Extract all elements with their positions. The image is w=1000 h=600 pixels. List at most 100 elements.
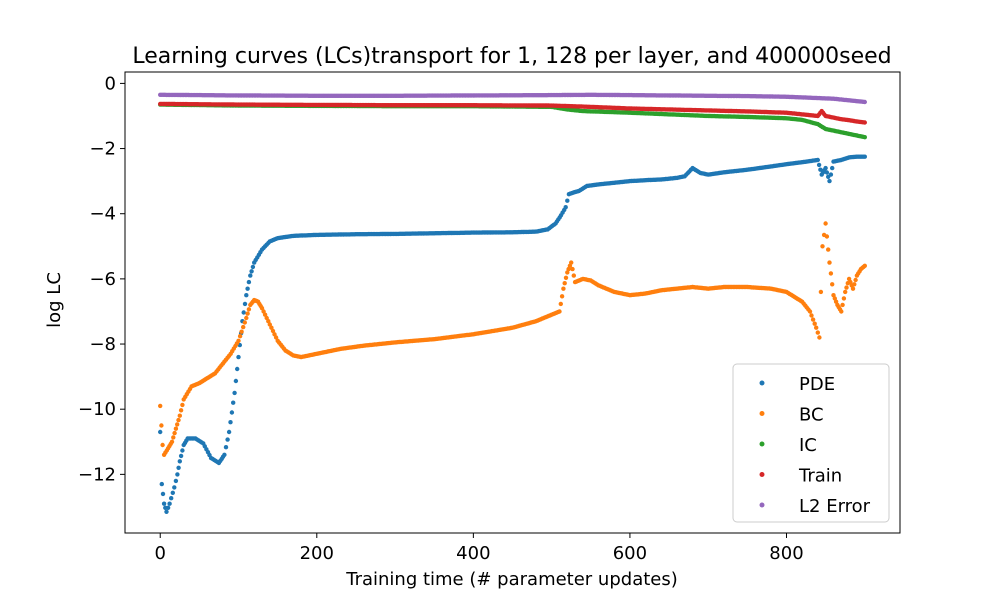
- data-point: [557, 309, 562, 314]
- data-point: [167, 501, 172, 506]
- x-axis-label: Training time (# parameter updates): [345, 569, 678, 590]
- legend: PDE BC IC Train L2 Error: [732, 363, 890, 523]
- data-point: [244, 293, 249, 298]
- data-point: [862, 154, 867, 159]
- data-point: [236, 338, 241, 343]
- plot-frame: [124, 71, 901, 534]
- data-point: [817, 335, 822, 340]
- data-point: [242, 301, 248, 307]
- series-pde: [158, 154, 867, 514]
- data-point: [237, 334, 243, 339]
- data-point: [862, 263, 867, 268]
- data-point: [840, 302, 845, 308]
- data-point: [565, 270, 570, 275]
- legend-label: Train: [798, 466, 842, 487]
- chart-title: Learning curves (LCs)transport for 1, 12…: [132, 44, 891, 69]
- data-point: [270, 328, 276, 334]
- data-point: [173, 478, 179, 484]
- legend-marker: [759, 380, 765, 386]
- data-point: [828, 271, 834, 276]
- data-point: [158, 403, 163, 409]
- data-point: [823, 221, 828, 226]
- data-point: [830, 165, 835, 171]
- data-point: [561, 286, 566, 291]
- data-point: [850, 286, 856, 291]
- data-point: [170, 490, 175, 495]
- data-point: [815, 157, 820, 163]
- data-point: [180, 448, 185, 453]
- data-point: [244, 315, 249, 321]
- data-point: [266, 319, 271, 324]
- y-tick-label: −12: [78, 464, 116, 485]
- data-point: [231, 400, 236, 405]
- data-point: [559, 294, 565, 299]
- legend-marker: [759, 411, 765, 416]
- data-point: [159, 481, 164, 487]
- data-point: [165, 505, 171, 510]
- data-point: [236, 354, 241, 360]
- data-point: [558, 301, 563, 307]
- data-point: [824, 234, 830, 239]
- data-point: [246, 307, 252, 312]
- data-point: [571, 273, 576, 278]
- x-tick-label: 600: [613, 543, 647, 564]
- data-point: [259, 306, 265, 311]
- data-point: [566, 266, 571, 272]
- data-point: [232, 390, 237, 396]
- data-point: [229, 410, 235, 415]
- data-point: [175, 472, 180, 477]
- y-tick-label: −10: [78, 399, 116, 420]
- data-point: [844, 285, 849, 290]
- data-point: [823, 165, 828, 171]
- legend-label: BC: [799, 405, 824, 426]
- data-point: [248, 273, 253, 278]
- data-point: [826, 247, 831, 252]
- x-tick-label: 0: [155, 543, 166, 564]
- y-tick-label: 0: [105, 73, 116, 94]
- data-point: [812, 321, 817, 326]
- data-point: [830, 282, 835, 287]
- series-train: [158, 101, 867, 125]
- data-point: [177, 413, 182, 418]
- plot-area: [124, 71, 901, 534]
- data-point: [177, 459, 182, 464]
- data-point: [807, 309, 813, 314]
- data-point: [818, 289, 824, 295]
- data-point: [810, 317, 816, 322]
- data-point: [563, 275, 569, 280]
- y-tick-label: −8: [89, 334, 116, 355]
- data-point: [818, 167, 823, 172]
- legend-box: [732, 363, 890, 523]
- data-point: [262, 312, 268, 317]
- data-point: [814, 325, 819, 330]
- data-point: [169, 496, 174, 501]
- data-point: [269, 325, 274, 330]
- data-point: [273, 335, 279, 340]
- data-point: [832, 296, 837, 301]
- x-tick-label: 200: [300, 543, 334, 564]
- x-tick-label: 800: [769, 543, 803, 564]
- x-tick-label: 400: [456, 543, 490, 564]
- data-point: [176, 465, 181, 470]
- data-point: [841, 296, 847, 301]
- data-point: [228, 420, 233, 425]
- data-point: [824, 170, 830, 175]
- data-point: [158, 429, 163, 435]
- y-tick-label: −6: [89, 269, 116, 290]
- data-point: [843, 289, 848, 295]
- y-axis-label: log LC: [44, 272, 65, 328]
- data-point: [178, 453, 184, 459]
- data-point: [249, 269, 254, 274]
- data-point: [862, 120, 867, 125]
- data-point: [852, 282, 857, 287]
- data-point: [176, 417, 181, 423]
- data-point: [562, 281, 567, 286]
- legend-label: IC: [799, 435, 817, 456]
- data-point: [160, 442, 165, 448]
- data-point: [164, 509, 169, 514]
- legend-marker: [759, 502, 765, 508]
- data-point: [565, 198, 570, 203]
- series-bc: [158, 221, 867, 457]
- data-point: [233, 378, 239, 384]
- data-point: [178, 408, 184, 413]
